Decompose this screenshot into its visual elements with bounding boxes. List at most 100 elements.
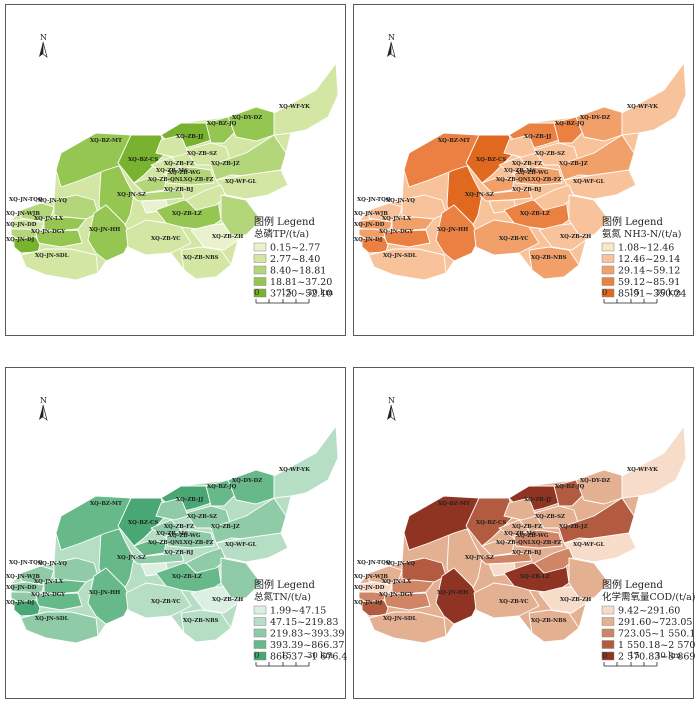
north-label: N [40,33,47,42]
region-label: XQ-ZB-LZ [172,211,202,217]
region-polygon [205,116,237,144]
legend-class-label: 37.20~52.10 [270,289,332,300]
legend-class-label: 219.83~393.39 [270,629,344,640]
region-label: XQ-ZB-FZ [164,524,194,530]
scale-bar: 0 15 30 km [602,288,681,304]
region-label: XQ-ZB-ZH [212,234,243,240]
legend-swatch [601,254,615,263]
legend-swatch [601,651,615,661]
north-arrow-icon: N [387,396,396,421]
region-polygon [358,581,393,595]
legend-title: 图例 Legend [602,215,663,228]
legend-swatch [253,254,267,263]
scale-unit: km [320,288,333,298]
region-label: XQ-JN-DJ [354,237,383,243]
legend-swatch [253,288,267,298]
legend-swatch [253,628,267,638]
legend-indicator: 氨氮 NH3-N/(t/a) [602,228,681,240]
region-polygon [528,246,580,280]
region-polygon [117,497,167,547]
region-polygon [180,246,232,280]
region-label: XQ-JN-DGY [31,229,65,235]
region-polygon [125,582,192,619]
region-label: XQ-JN-DGY [31,592,65,598]
legend-swatch [601,617,615,626]
region-label: XQ-JN-WJB [6,574,40,580]
region-label: XQ-ZB-MS [504,531,536,537]
region-label: XQ-ZB-WG [516,533,549,539]
region-label: XQ-JN-TQQ [9,197,43,203]
region-polygon [20,565,55,585]
region-polygon [563,532,637,563]
region-polygon [20,611,99,644]
region-polygon [401,194,447,220]
region-label: XQ-JN-WJB [6,211,40,217]
region-label: XQ-JN-SZ [465,192,494,198]
region-polygon [220,557,262,599]
region-label: XQ-JN-LX [34,216,64,222]
region-polygon [165,166,215,186]
region-label: XQ-JN-WJB [354,211,388,217]
scale-label: 30 [307,651,318,661]
north-label: N [388,396,395,405]
region-label: XQ-DY-DZ [580,115,610,121]
scale-label: 30 [655,288,666,298]
region-polygon [403,495,480,551]
region-polygon [465,497,515,547]
region-label: XQ-ZB-FZ [512,524,542,530]
legend-swatch [601,277,615,286]
region-label: XQ-ZB-SZ [187,514,217,520]
scale-label: 15 [281,651,292,661]
region-polygon [155,134,189,158]
region-polygon [481,539,515,557]
region-polygon [513,529,563,549]
region-label: XQ-ZB-NBS [531,255,567,261]
region-label: XQ-ZB-JJ [176,497,204,503]
region-label: XQ-WF-YK [279,467,310,473]
region-polygon [20,248,99,281]
region-label: XQ-JN-HH [89,590,120,596]
region-label: XQ-BZ-CS [128,157,158,163]
region-label: XQ-JN-SDL [383,616,417,622]
region-label: XQ-ZB-NBS [183,618,219,624]
choropleth-map: XQ-JN-TQQXQ-JN-YQXQ-JN-WJBXQ-JN-LXXQ-JN-… [6,396,347,667]
legend-swatch [601,288,615,298]
legend-swatch [601,628,615,638]
region-polygon [368,202,403,222]
legend-swatch [601,605,615,615]
map-panel-tn: XQ-JN-TQQ XQ-JN-YQ XQ-JN-WJB XQ-JN-LX XQ-JN-… [5,367,347,699]
region-label: XQ-BZ-CS [128,520,158,526]
region-label: XQ-JN-SZ [117,192,146,198]
legend-class-label: 2.77~8.40 [270,254,320,265]
map-panel-tp: XQ-JN-TQQ XQ-JN-YQ XQ-JN-WJB XQ-JN-LX XQ-JN-… [5,4,346,336]
region-polygon [553,116,585,144]
region-label: XQ-ZB-QNLXQ-ZB-FZ [496,177,562,183]
scale-label: 15 [629,288,640,298]
region-label: XQ-JN-DGY [379,592,413,598]
region-polygon [401,557,447,583]
region-label: XQ-JN-YQ [386,198,415,204]
region-label: XQ-JN-YQ [38,198,67,204]
map-panel-cod: XQ-JN-TQQ XQ-JN-YQ XQ-JN-WJB XQ-JN-LX XQ-JN-… [353,367,695,699]
region-label: XQ-BZ-JQ [207,484,237,490]
region-polygon [403,132,480,188]
legend-title: 图例 Legend [254,578,315,591]
legend-class-label: 85.91~350.24 [618,289,686,300]
region-label: XQ-DY-DZ [580,478,610,484]
legend-class-label: 866.37~1 676.46 [270,652,347,663]
region-label: XQ-ZB-JZ [559,161,588,167]
region-label: XQ-ZB-MS [156,531,188,537]
region-label: XQ-BZ-JQ [555,121,585,127]
region-label: XQ-ZB-LZ [172,574,202,580]
choropleth-map: XQ-JN-TQQXQ-JN-YQXQ-JN-WJBXQ-JN-LXXQ-JN-… [354,33,687,304]
legend-class-label: 29.14~59.12 [618,266,680,277]
region-label: XQ-ZB-JZ [559,524,588,530]
region-label: XQ-ZB-SZ [535,151,565,157]
region-label: XQ-JN-DJ [6,600,35,606]
legend-swatch [253,651,267,661]
legend-class-label: 47.15~219.83 [270,617,338,628]
region-polygon [358,218,393,232]
region-label: XQ-ZB-WG [168,533,201,539]
region-label: XQ-ZB-BJ [512,187,542,193]
